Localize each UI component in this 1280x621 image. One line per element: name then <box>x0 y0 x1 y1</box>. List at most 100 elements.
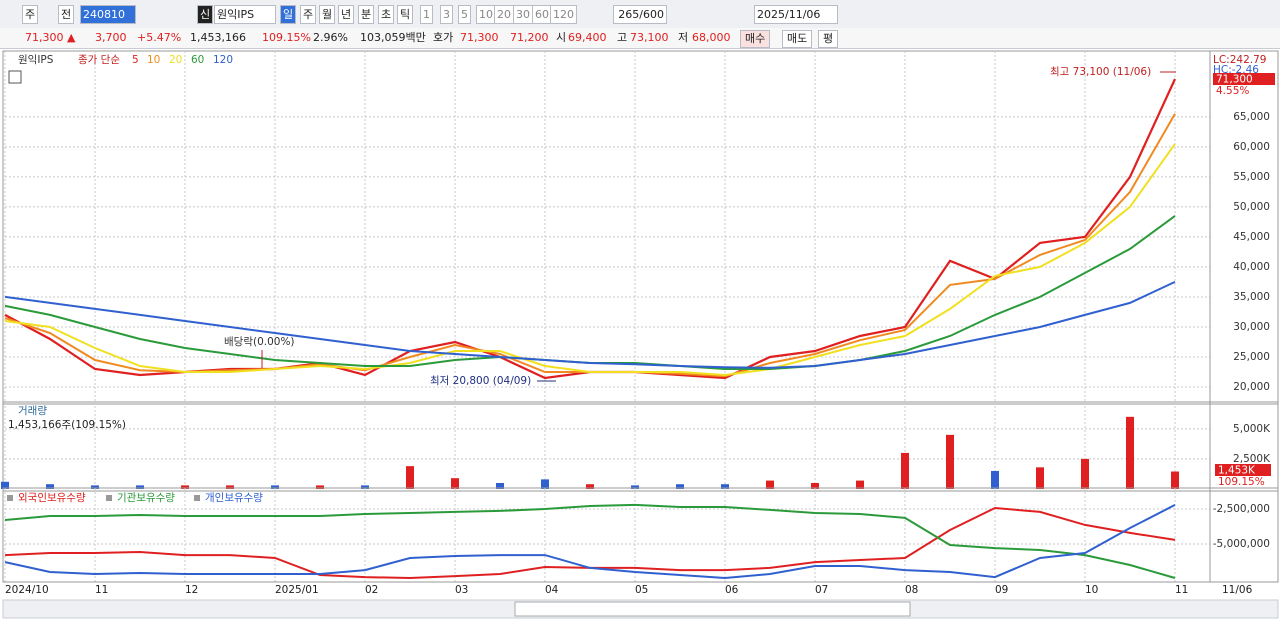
legend-marker <box>106 495 112 501</box>
x-tick-label: 07 <box>815 584 828 596</box>
toolbar-item[interactable]: 2025/11/06 <box>754 5 838 24</box>
series-line <box>4 143 1176 377</box>
last-volume-box <box>1215 464 1271 476</box>
volume-bar <box>811 482 819 489</box>
y-tick-label: 45,000 <box>1233 231 1270 243</box>
x-tick-label: 12 <box>185 584 198 596</box>
scroll-thumb[interactable] <box>514 601 911 617</box>
info-item: 시 <box>556 31 567 44</box>
toolbar-item[interactable]: 120 <box>550 5 577 24</box>
legend-entry: 120 <box>213 54 233 66</box>
last-price: 71,300 <box>1216 74 1253 86</box>
volume-bar <box>91 485 99 489</box>
last-change: 4.55% <box>1216 85 1249 97</box>
chart-title: 원익IPS <box>18 54 54 66</box>
x-tick-label: 04 <box>545 584 559 596</box>
annotation: 최저 20,800 (04/09) <box>430 375 531 387</box>
legend-entry: 5 <box>132 54 139 66</box>
volume-bar <box>406 466 414 489</box>
y-tick-label: -2,500,000 <box>1213 503 1270 515</box>
info-item: 71,300 ▲ <box>25 31 76 44</box>
x-end-label: 11/06 <box>1222 584 1253 596</box>
legend-entry: 60 <box>191 54 204 66</box>
volume-bar <box>226 485 234 489</box>
toolbar-item[interactable]: 년 <box>338 5 355 24</box>
panel-frame <box>2 50 1279 405</box>
y-tick-label: 2,500K <box>1233 453 1271 465</box>
volume-bar <box>541 479 549 489</box>
legend-entry: 개인보유수량 <box>205 492 263 504</box>
legend-entry: 10 <box>147 54 160 66</box>
series-line <box>4 504 1176 580</box>
volume-bar <box>361 485 369 489</box>
info-item[interactable]: 평 <box>818 30 839 48</box>
panel-subtitle: 1,453,166주(109.15%) <box>8 419 126 431</box>
volume-bar <box>451 478 459 489</box>
info-item[interactable]: 매수 <box>740 30 771 48</box>
toolbar-item[interactable]: 240810 <box>80 5 136 24</box>
volume-bar <box>1081 458 1089 489</box>
y-tick-label: 65,000 <box>1233 111 1270 123</box>
toolbar-item[interactable]: 초 <box>378 5 395 24</box>
toolbar-item[interactable]: 3 <box>440 5 453 24</box>
toolbar-item[interactable]: 265/600 <box>613 5 667 24</box>
y-tick-label: -5,000,000 <box>1213 538 1270 550</box>
y-tick-label: 30,000 <box>1233 321 1270 333</box>
y-tick-label: 40,000 <box>1233 261 1270 273</box>
toolbar-item[interactable]: 분 <box>358 5 375 24</box>
tool-icon <box>8 70 22 84</box>
toolbar-item[interactable]: 일 <box>280 5 297 24</box>
toolbar-item[interactable]: 1 <box>420 5 433 24</box>
info-item: 71,300 <box>460 31 499 44</box>
y-tick-label: 20,000 <box>1233 381 1270 393</box>
last-volume: 1,453K <box>1218 465 1256 477</box>
volume-bar <box>46 484 54 489</box>
x-tick-label: 02 <box>365 584 378 596</box>
toolbar: 주 전 240810 신 원익IPS 일 주 월 년 분 초 틱 1 3 5 10 20 30 60 120 265/6… <box>0 0 1280 29</box>
toolbar-item[interactable]: 10 <box>476 5 496 24</box>
x-tick-label: 11 <box>95 584 108 596</box>
legend-entry: 20 <box>169 54 182 66</box>
info-item[interactable]: 매도 <box>782 30 813 48</box>
x-tick-label: 2024/10 <box>5 584 49 596</box>
y-tick-label: 5,000K <box>1233 423 1271 435</box>
toolbar-item[interactable]: 월 <box>319 5 336 24</box>
toolbar-item[interactable]: 원익IPS <box>214 5 276 24</box>
y-tick-label: 60,000 <box>1233 141 1270 153</box>
volume-bar <box>586 484 594 489</box>
info-item: 3,700 <box>95 31 127 44</box>
annotation: 배당락(0.00%) <box>224 336 295 348</box>
info-item: 109.15% <box>262 31 311 44</box>
toolbar-item[interactable]: 신 <box>197 5 214 24</box>
info-item: 호가 <box>433 31 454 44</box>
info-item: 73,100 <box>630 31 669 44</box>
axis-note: LC:242.79 <box>1213 54 1266 66</box>
toolbar-item[interactable]: 20 <box>494 5 514 24</box>
y-tick-label: 55,000 <box>1233 171 1270 183</box>
legend-prefix: 종가 단순 <box>78 54 120 66</box>
info-item: 2.96% <box>313 31 348 44</box>
toolbar-item[interactable]: 틱 <box>397 5 414 24</box>
volume-bar <box>721 484 729 489</box>
toolbar-item[interactable]: 주 <box>300 5 317 24</box>
toolbar-item[interactable]: 주 <box>22 5 39 24</box>
volume-bar <box>271 485 279 489</box>
x-tick-label: 06 <box>725 584 739 596</box>
x-tick-label: 05 <box>635 584 648 596</box>
volume-bar <box>1 481 9 489</box>
x-tick-label: 08 <box>905 584 918 596</box>
toolbar-item[interactable]: 전 <box>58 5 75 24</box>
toolbar-item[interactable]: 5 <box>458 5 471 24</box>
info-item: 69,400 <box>568 31 607 44</box>
legend-entry: 외국인보유수량 <box>18 492 86 504</box>
series-line <box>4 280 1176 369</box>
volume-bar <box>676 484 684 489</box>
series-line <box>4 78 1176 380</box>
legend-marker <box>194 495 200 501</box>
volume-bar <box>1171 471 1179 489</box>
info-item: 1,453,166 <box>190 31 246 44</box>
info-item: 고 <box>617 31 628 44</box>
toolbar-item[interactable]: 30 <box>513 5 533 24</box>
